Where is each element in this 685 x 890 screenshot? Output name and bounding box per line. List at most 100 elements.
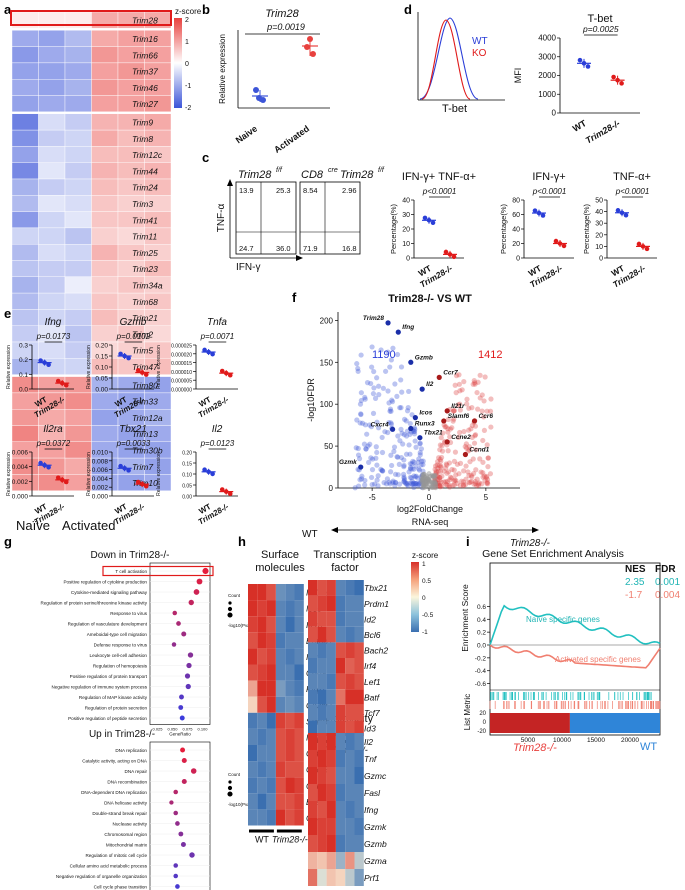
volcano-point-down — [393, 480, 399, 486]
a-gene-label: Trim16 — [132, 34, 158, 44]
dotplot-title: IFN-γ+ TNF-α+ — [402, 171, 476, 183]
dotplot-ytick-label: 10 — [402, 241, 410, 248]
h-gene-label: Tbx21 — [364, 583, 388, 593]
h-gene-label: Id3 — [364, 724, 376, 734]
f-down-count: 1190 — [372, 349, 396, 361]
h-tf-title-2: factor — [331, 562, 359, 574]
g-term-dot — [188, 599, 194, 606]
heatmap-cell — [91, 243, 119, 261]
ko-point — [443, 249, 449, 255]
pvalue: p<0.0001 — [615, 187, 650, 196]
heatmap-cell — [64, 195, 92, 212]
volcano-point-up — [443, 479, 449, 485]
g-term-dot — [175, 884, 180, 889]
volcano-point-down — [400, 441, 406, 447]
volcano-point-down — [410, 458, 416, 464]
wt-point — [46, 362, 51, 368]
volcano-point-up — [439, 448, 446, 454]
a-group-activated: Activated — [62, 518, 115, 533]
h-heatmap-cell — [266, 616, 276, 633]
heatmap-cell — [11, 309, 39, 326]
dotplot-ytick-label: 0.002 — [92, 485, 109, 492]
volcano-point-up — [479, 481, 485, 487]
g-size-legend-dot — [227, 785, 233, 791]
volcano-point-up — [474, 483, 480, 489]
h-heatmap-cell — [308, 626, 318, 643]
panel-f-volcano: Trim28-/- VS WT 200 150 100 50 0 -5 0 5 Trim28 I… — [302, 293, 550, 549]
h-heatmap-cell — [317, 689, 327, 705]
h-heatmap-cell — [345, 626, 355, 643]
dotplot-ylabel: Relative expression — [6, 452, 12, 496]
h-heatmap-cell — [308, 835, 318, 852]
g-term-dot — [202, 567, 209, 575]
ko-point — [447, 252, 453, 257]
volcano-point-up — [443, 465, 449, 471]
volcano-labeled-gene — [419, 386, 425, 392]
volcano-point-down — [380, 385, 386, 391]
dotplot-ylabel: Relative expression — [156, 452, 162, 496]
volcano-point-up — [463, 441, 469, 447]
i-metric-tick: 20 — [479, 711, 486, 717]
dotplot-ytick-label: 0.000015 — [171, 361, 192, 367]
g-term-label: Response to virus — [110, 611, 147, 616]
h-heatmap-cell — [317, 784, 327, 801]
h-legend-tick: 0 — [422, 595, 426, 602]
ko-point — [143, 372, 149, 377]
volcano-point-down — [362, 394, 368, 401]
volcano-point-up — [466, 444, 473, 450]
ko-point — [619, 81, 624, 86]
h-heatmap-cell — [266, 584, 276, 601]
g-term-label: Cell cycle phase transition — [94, 885, 148, 890]
pvalue: p=0.0071 — [200, 332, 235, 341]
dotplot-ytick-label: 30 — [402, 212, 410, 219]
volcano-gene-label: Ccne2 — [451, 434, 471, 441]
g-xtick-label: 0.100 — [197, 727, 208, 732]
heatmap-cell — [91, 309, 119, 326]
ko-point — [227, 491, 233, 497]
h-heatmap-cell — [248, 777, 258, 794]
a-gene-label: Trim80 — [132, 380, 158, 390]
volcano-point-down — [388, 408, 394, 414]
h-xlabel-wt: WT — [255, 835, 269, 845]
volcano-point-down — [386, 400, 392, 406]
dotplot-title: Il2ra — [43, 424, 63, 435]
h-heatmap-cell — [308, 642, 318, 658]
f-ytick-label: 100 — [320, 400, 334, 409]
volcano-point-up — [436, 455, 442, 461]
heatmap-cell — [64, 276, 92, 294]
volcano-gene-label: Ccr6 — [479, 413, 494, 420]
h-heatmap-cell — [275, 745, 286, 762]
h-group-bar-wt — [249, 829, 274, 833]
h-heatmap-cell — [308, 580, 318, 596]
a-gene-label: Trim34a — [132, 281, 163, 291]
c-flow2-q-ul: 8.54 — [303, 186, 318, 195]
a-gene-label: Trim47 — [132, 362, 158, 372]
heatmap-cell — [64, 146, 92, 163]
volcano-point-down — [392, 471, 399, 477]
dotplot-ytick-label: 0.00 — [182, 495, 192, 501]
volcano-point-up — [445, 448, 451, 454]
volcano-point-down — [375, 473, 381, 479]
volcano-point-down — [395, 433, 401, 439]
wt-point — [210, 351, 215, 357]
volcano-point-up — [466, 427, 472, 433]
volcano-point-up — [443, 481, 449, 487]
a-gene-label: Trim2 — [132, 329, 153, 339]
h-heatmap-cell — [354, 767, 364, 784]
f-xtick-label: 5 — [484, 493, 489, 502]
h-heatmap-cell — [257, 632, 267, 649]
volcano-point-up — [474, 389, 480, 396]
h-heatmap-cell — [326, 580, 336, 596]
heatmap-cell — [38, 341, 66, 359]
heatmap-cell — [91, 276, 119, 294]
volcano-point-up — [447, 426, 454, 432]
wt-point — [206, 349, 211, 355]
pvalue: p<0.0001 — [532, 187, 567, 196]
volcano-point-down — [411, 480, 417, 486]
volcano-point-down — [402, 480, 408, 486]
i-metric-tick: -20 — [477, 729, 486, 735]
panel-label-i: i — [466, 534, 470, 549]
volcano-point-down — [384, 476, 391, 482]
volcano-gene-label: Runx3 — [415, 420, 435, 427]
volcano-point-up — [447, 434, 453, 440]
